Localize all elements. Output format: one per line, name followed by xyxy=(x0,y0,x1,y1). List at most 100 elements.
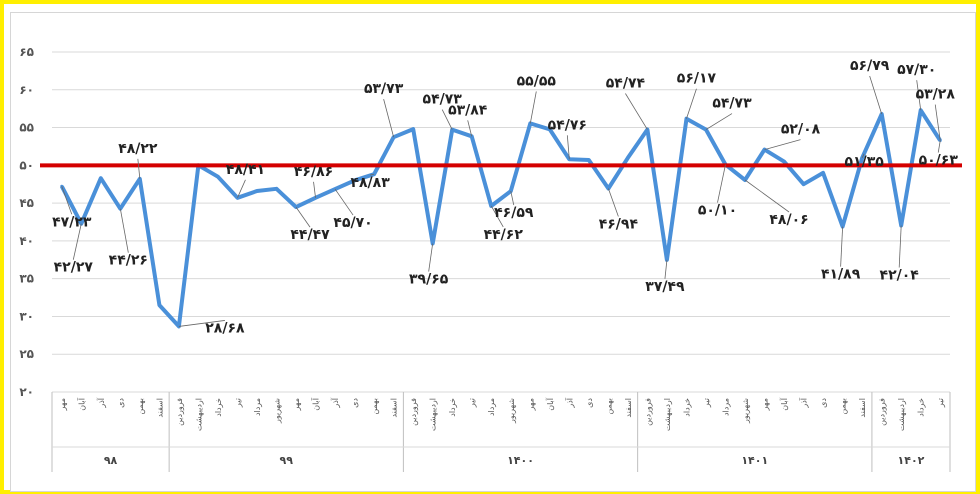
data-label: ۲۸/۶۸ xyxy=(205,320,245,336)
x-tick-label: آبان xyxy=(76,397,86,411)
x-tick-label: شهریور xyxy=(507,398,516,424)
x-tick-label: مرداد xyxy=(722,398,731,416)
leader-line xyxy=(72,223,82,260)
leader-line xyxy=(840,226,844,267)
x-tick-label: آذر xyxy=(330,397,340,408)
leader-line xyxy=(705,113,733,130)
leader-line xyxy=(428,243,434,272)
leader-line xyxy=(764,139,801,151)
leader-line xyxy=(717,164,726,203)
leader-line xyxy=(383,99,395,138)
x-tick-label: آذر xyxy=(96,397,106,408)
leader-line xyxy=(61,186,73,215)
x-group-label: ۱۴۰۱ xyxy=(741,454,768,467)
data-label: ۵۴/۷۳ xyxy=(712,96,752,112)
x-tick-label: دی xyxy=(351,398,360,408)
data-label: ۴۴/۶۲ xyxy=(484,227,524,243)
leader-line xyxy=(898,225,902,268)
data-label: ۴۶/۵۹ xyxy=(494,205,534,221)
x-tick-label: آبان xyxy=(779,397,789,411)
data-label: ۴۸/۴۱ xyxy=(226,162,265,178)
data-label: ۵۶/۱۷ xyxy=(677,71,717,87)
leader-line xyxy=(137,158,141,179)
data-label: ۵۳/۸۴ xyxy=(448,102,488,118)
data-point xyxy=(157,303,161,307)
y-tick-label: ۲۵ xyxy=(19,347,34,361)
data-label: ۴۷/۲۳ xyxy=(52,214,92,230)
series-line xyxy=(60,108,942,329)
data-label: ۴۸/۰۶ xyxy=(769,212,808,228)
chart-area xyxy=(10,12,976,492)
x-tick-label: آذر xyxy=(564,397,574,408)
data-point xyxy=(255,189,259,193)
data-label: ۵۲/۰۸ xyxy=(781,122,821,138)
x-tick-label: تیر xyxy=(233,398,242,408)
data-label: ۵۴/۷۶ xyxy=(548,117,587,133)
y-tick-label: ۳۵ xyxy=(19,272,34,286)
x-tick-label: اردیبهشت xyxy=(897,398,906,431)
leader-line xyxy=(334,188,354,216)
data-point xyxy=(821,171,825,175)
leader-line xyxy=(625,93,648,130)
x-tick-label: مهر xyxy=(761,398,770,411)
x-tick-label: اردیبهشت xyxy=(194,398,203,431)
data-label: ۵۳/۷۳ xyxy=(364,81,404,97)
data-point xyxy=(275,187,278,191)
x-tick-label: آبان xyxy=(311,397,321,411)
leader-line xyxy=(237,179,246,198)
y-tick-label: ۴۵ xyxy=(19,196,34,210)
x-tick-label: بهمن xyxy=(370,398,379,415)
leader-line xyxy=(295,206,311,228)
x-group-label: ۹۹ xyxy=(280,454,294,467)
data-point xyxy=(353,178,357,182)
leader-line xyxy=(490,205,504,228)
data-label: ۴۲/۲۷ xyxy=(54,260,94,276)
leader-line xyxy=(664,259,668,279)
x-tick-label: مهر xyxy=(526,398,535,411)
x-tick-label: مهر xyxy=(292,398,301,411)
x-tick-label: تیر xyxy=(936,398,945,408)
x-tick-label: مهر xyxy=(58,398,67,411)
x-group-label: ۱۴۰۰ xyxy=(507,454,534,467)
leader-line xyxy=(934,104,941,141)
x-tick-label: آذر xyxy=(799,397,809,408)
x-tick-label: اردیبهشت xyxy=(429,398,438,431)
x-tick-label: خرداد xyxy=(448,398,457,417)
x-tick-label: بهمن xyxy=(839,398,848,415)
leader-line xyxy=(178,320,225,327)
data-label: ۵۶/۷۹ xyxy=(850,58,890,74)
data-point xyxy=(216,175,220,179)
data-label: ۵۱/۳۵ xyxy=(845,154,885,170)
leader-line xyxy=(869,75,883,115)
x-tick-label: اسفند xyxy=(858,398,867,418)
x-tick-label: تیر xyxy=(702,398,711,408)
leader-line xyxy=(370,173,375,176)
data-label: ۵۴/۷۳ xyxy=(423,92,463,108)
data-point xyxy=(411,127,415,131)
leader-line xyxy=(937,140,941,153)
y-tick-label: ۵۵ xyxy=(19,121,34,135)
x-tick-label: دی xyxy=(116,398,125,408)
data-point xyxy=(587,158,591,162)
x-tick-label: اردیبهشت xyxy=(663,398,672,431)
x-tick-label: تیر xyxy=(468,398,477,408)
x-tick-label: فروردین xyxy=(175,398,184,426)
data-label: ۵۵/۵۵ xyxy=(517,73,557,89)
data-point xyxy=(782,160,786,164)
x-tick-label: فروردین xyxy=(878,398,887,426)
x-tick-label: اسفند xyxy=(390,398,399,418)
x-tick-label: مرداد xyxy=(253,398,262,416)
leader-line xyxy=(441,109,453,130)
x-tick-label: مرداد xyxy=(487,398,496,416)
leader-line xyxy=(313,181,316,198)
leader-line xyxy=(607,188,619,217)
data-label: ۵۰/۶۳ xyxy=(919,153,959,169)
data-label: ۴۴/۲۶ xyxy=(109,253,148,269)
data-label: ۳۷/۴۹ xyxy=(645,279,685,295)
data-point xyxy=(626,156,630,160)
x-tick-label: خرداد xyxy=(682,398,691,417)
x-tick-label: فروردین xyxy=(643,398,652,426)
x-tick-label: بهمن xyxy=(136,398,145,415)
x-tick-label: اسفند xyxy=(624,398,633,418)
